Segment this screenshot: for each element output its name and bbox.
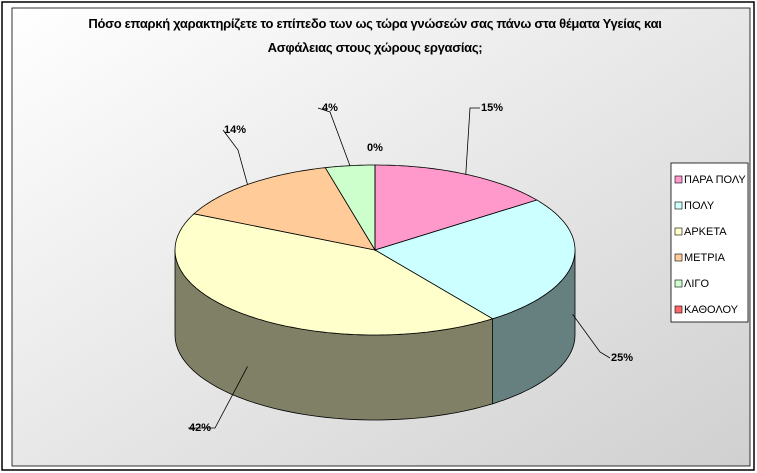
value-label: 15% [481,102,503,114]
leader-line [188,366,248,429]
legend-label: ΜΕΤΡΙΑ [684,252,726,264]
slice [374,199,576,320]
leader-line [572,314,611,359]
legend-label: ΚΑΘΟΛΟΥ [684,304,739,316]
legend-swatch [674,279,683,288]
value-label: 25% [611,352,633,364]
value-label: 14% [224,124,246,136]
legend-label: ΑΡΚΕΤΑ [684,226,727,238]
slice [374,164,538,251]
legend-swatch [674,175,683,184]
legend-label: ΠΟΛΥ [684,200,715,212]
value-label: 0% [367,142,383,154]
value-label: 42% [189,422,211,434]
leader-line [465,107,480,175]
legend-label: ΠΑΡΑ ΠΟΛΥ [684,174,746,186]
value-label: 4% [322,102,338,114]
legend-swatch [674,305,683,314]
leader-line [317,107,351,166]
legend-swatch [674,253,683,262]
legend-swatch [674,201,683,210]
legend-label: ΛΙΓΟ [684,278,709,290]
leader-line [222,129,248,185]
slice [324,164,376,252]
chart-title: Πόσο επαρκή χαρακτηρίζετε το επίπεδο των… [88,16,662,55]
legend-swatch [674,227,683,236]
slice [174,213,494,336]
legend-box [670,162,749,323]
